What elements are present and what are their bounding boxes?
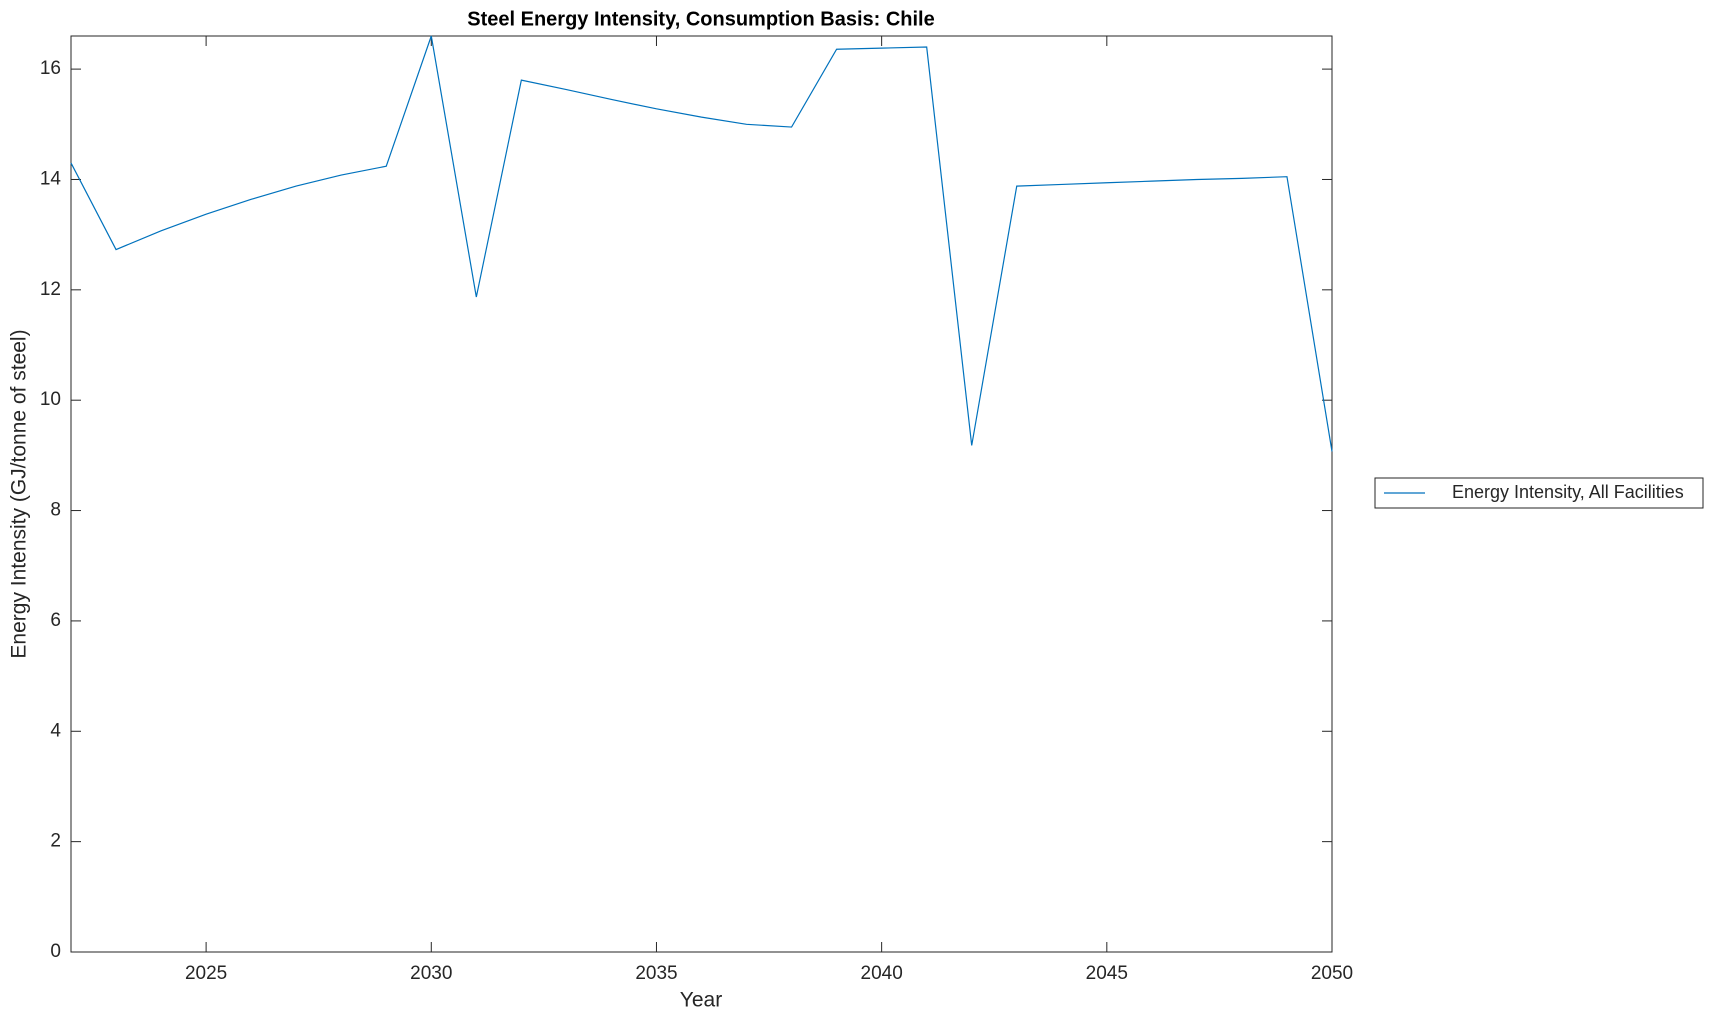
y-tick-label: 8 bbox=[50, 500, 61, 521]
x-tick-label: 2050 bbox=[1311, 963, 1353, 984]
y-tick-label: 6 bbox=[50, 610, 61, 631]
data-line bbox=[70, 35, 1333, 452]
x-axis-label: Year bbox=[680, 989, 722, 1012]
y-tick-label: 2 bbox=[50, 831, 61, 852]
y-tick-label: 0 bbox=[50, 941, 61, 962]
y-tick-label: 14 bbox=[40, 168, 62, 189]
legend-label: Energy Intensity, All Facilities bbox=[1452, 482, 1684, 502]
y-tick-label: 4 bbox=[50, 720, 61, 741]
x-tick-label: 2030 bbox=[410, 963, 452, 984]
y-tick-label: 12 bbox=[40, 279, 61, 300]
x-tick-label: 2025 bbox=[185, 963, 227, 984]
y-tick-label: 10 bbox=[40, 389, 61, 410]
legend-box bbox=[1374, 477, 1704, 509]
chart-title: Steel Energy Intensity, Consumption Basi… bbox=[467, 8, 935, 30]
plot-frame bbox=[70, 35, 1333, 953]
y-axis-label: Energy Intensity (GJ/tonne of steel) bbox=[8, 329, 31, 658]
y-tick-label: 16 bbox=[40, 58, 61, 79]
x-tick-label: 2040 bbox=[861, 963, 903, 984]
x-tick-label: 2035 bbox=[635, 963, 677, 984]
x-tick-label: 2045 bbox=[1086, 963, 1128, 984]
